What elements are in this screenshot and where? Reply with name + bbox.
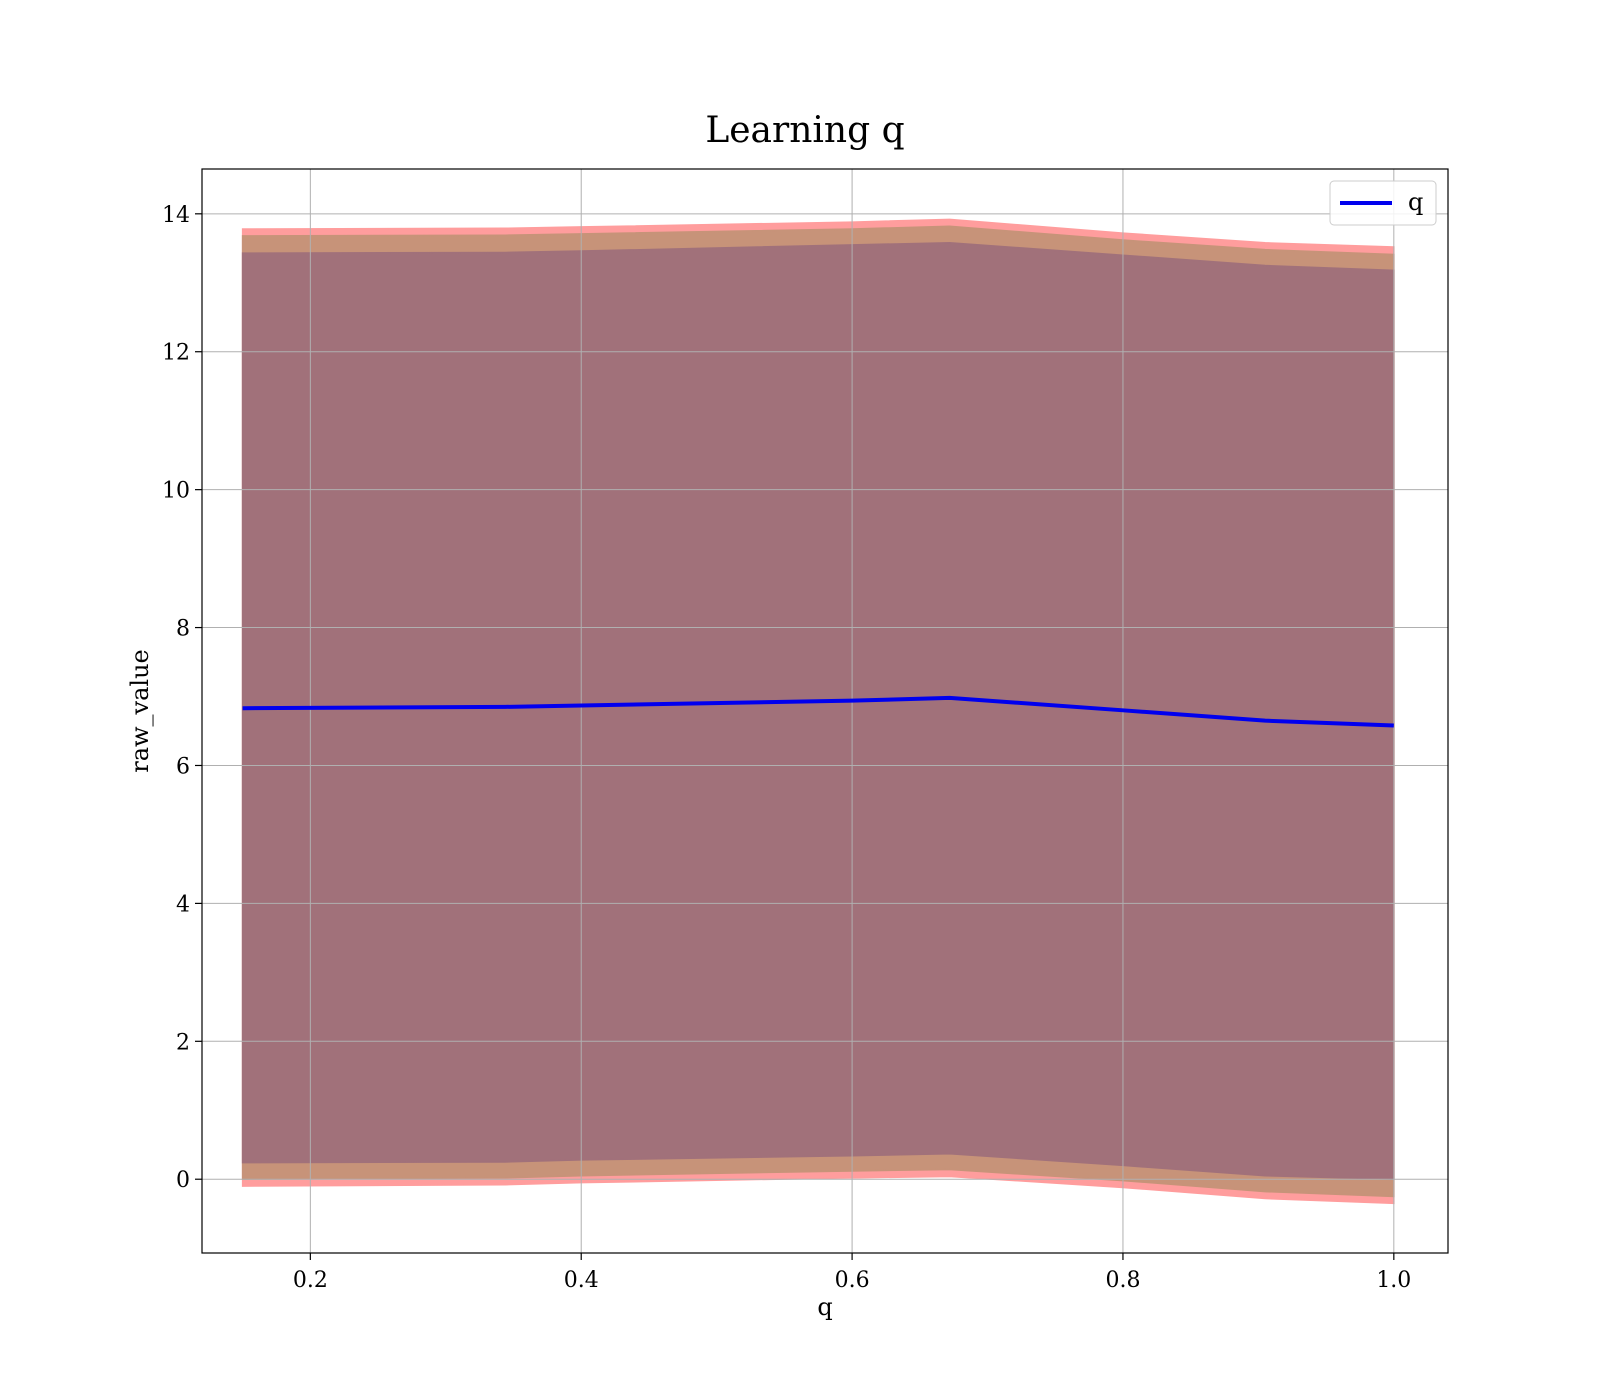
y-tick-label-6: 12 <box>162 341 190 366</box>
series-lines <box>242 695 1394 728</box>
x-tick-label-2: 0.6 <box>835 1268 870 1293</box>
confidence-bands <box>241 218 1395 1205</box>
legend: q <box>1329 180 1437 226</box>
y-tick-label-2: 4 <box>176 892 190 917</box>
y-axis-ticks: 0 2 4 6 8 10 12 14 <box>162 203 202 1193</box>
y-axis-label: raw_value <box>126 649 154 773</box>
x-tick-label-4: 1.0 <box>1376 1268 1411 1293</box>
band-2 <box>241 242 1395 1180</box>
grid <box>202 169 1448 1253</box>
x-axis-ticks: 0.2 0.4 0.6 0.8 1.0 <box>293 1253 1411 1293</box>
y-tick-label-7: 14 <box>162 203 190 228</box>
y-tick-label-5: 10 <box>162 479 190 504</box>
chart-title: Learning q <box>705 110 904 151</box>
plot-frame <box>201 168 1449 1254</box>
y-tick-label-0: 0 <box>176 1168 190 1193</box>
x-tick-label-3: 0.8 <box>1105 1268 1140 1293</box>
y-tick-label-3: 6 <box>176 754 190 779</box>
x-tick-label-0: 0.2 <box>293 1268 328 1293</box>
x-tick-label-1: 0.4 <box>564 1268 599 1293</box>
y-tick-label-4: 8 <box>176 617 190 642</box>
x-axis-label: q <box>817 1293 832 1321</box>
y-tick-label-1: 2 <box>176 1030 190 1055</box>
series-line-0 <box>242 695 1394 728</box>
legend-label-0: q <box>1408 188 1423 216</box>
